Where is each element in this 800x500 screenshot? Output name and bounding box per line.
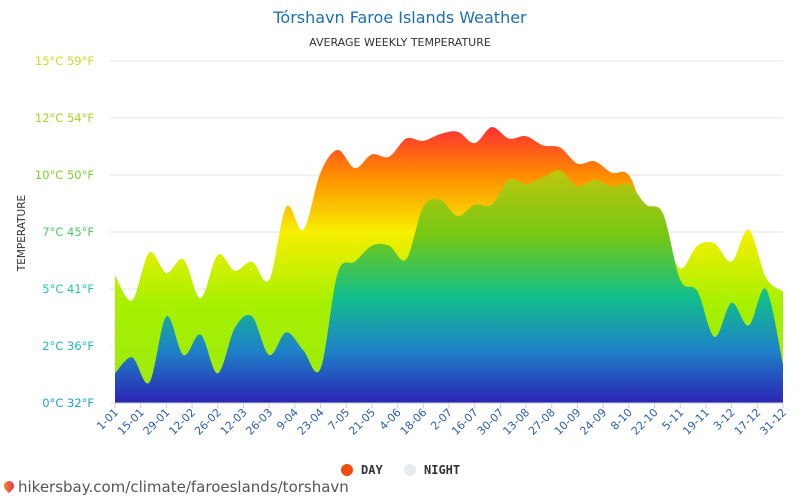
x-tick-label: 19-11 — [680, 406, 712, 438]
x-tick-label: 17-12 — [732, 406, 764, 438]
legend-day-label[interactable]: DAY — [361, 463, 383, 477]
x-tick-label: 15-01 — [115, 406, 147, 438]
legend: DAY NIGHT — [341, 463, 460, 477]
legend-night-label[interactable]: NIGHT — [424, 463, 460, 477]
x-tick-label: 16-07 — [449, 406, 481, 438]
chart-title: Tórshavn Faroe Islands Weather — [272, 8, 527, 27]
x-tick-label: 27-08 — [526, 406, 558, 438]
y-tick-label: 0°C 32°F — [42, 396, 94, 410]
x-tick-labels: 1-0115-0129-0112-0226-0212-0326-039-0423… — [94, 403, 789, 438]
x-tick-label: 26-03 — [243, 406, 275, 438]
x-tick-label: 31-12 — [757, 406, 789, 438]
x-tick-label: 12-03 — [218, 406, 250, 438]
x-tick-label: 13-08 — [500, 406, 532, 438]
source-link[interactable]: hikersbay.com/climate/faroeslands/torsha… — [1, 478, 349, 496]
x-tick-label: 22-10 — [629, 406, 661, 438]
x-tick-label: 12-02 — [166, 406, 198, 438]
x-tick-label: 21-05 — [346, 406, 378, 438]
x-tick-label: 29-01 — [141, 406, 173, 438]
x-tick-label: 18-06 — [398, 406, 430, 438]
x-tick-label: 23-04 — [295, 406, 327, 438]
x-tick-label: 24-09 — [577, 406, 609, 438]
y-tick-labels: 0°C 32°F 2°C 36°F 5°C 41°F 7°C 45°F 10°C 50°… — [35, 54, 94, 410]
y-tick-label: 5°C 41°F — [42, 282, 94, 296]
y-tick-label: 7°C 45°F — [42, 225, 94, 239]
y-tick-label: 10°C 50°F — [35, 168, 94, 182]
x-tick-label: 26-02 — [192, 406, 224, 438]
x-tick-label: 10-09 — [552, 406, 584, 438]
legend-night-marker[interactable] — [404, 464, 416, 476]
legend-day-marker[interactable] — [341, 464, 353, 476]
y-tick-label: 2°C 36°F — [42, 339, 94, 353]
source-url: hikersbay.com/climate/faroeslands/torsha… — [18, 478, 349, 496]
night-series-area — [115, 170, 783, 403]
x-tick-label: 30-07 — [475, 406, 507, 438]
y-tick-label: 12°C 54°F — [35, 111, 94, 125]
chart-subtitle: AVERAGE WEEKLY TEMPERATURE — [309, 36, 491, 49]
y-tick-label: 15°C 59°F — [35, 54, 94, 68]
map-pin-icon — [1, 478, 17, 493]
y-axis-title: TEMPERATURE — [16, 195, 28, 272]
